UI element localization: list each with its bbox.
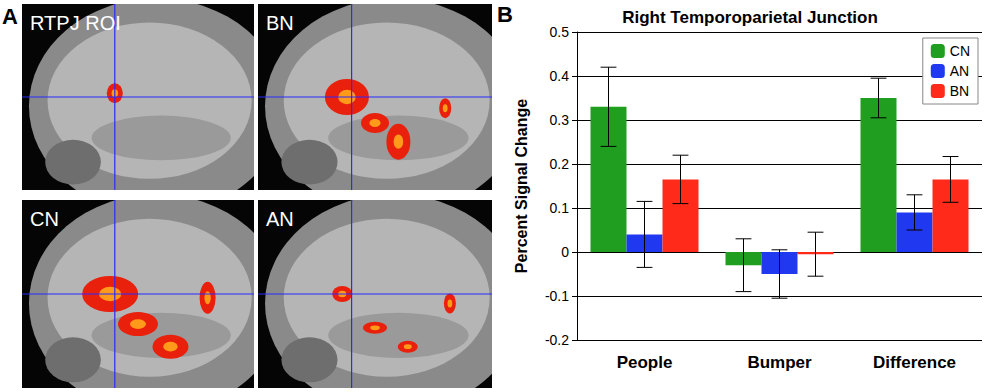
html-text:B: B: [497, 2, 513, 27]
svg-text:BN: BN: [266, 12, 294, 34]
svg-text:0.2: 0.2: [550, 156, 570, 172]
svg-text:0.5: 0.5: [550, 24, 570, 40]
svg-text:Percent Signal Change: Percent Signal Change: [513, 99, 530, 273]
svg-text:0.3: 0.3: [550, 112, 570, 128]
svg-text:AN: AN: [950, 63, 969, 79]
svg-text:RTPJ ROI: RTPJ ROI: [30, 12, 121, 34]
svg-text:0: 0: [561, 244, 569, 260]
svg-text:-0.1: -0.1: [545, 288, 569, 304]
svg-text:0.1: 0.1: [550, 200, 570, 216]
svg-text:A: A: [2, 4, 18, 29]
svg-text:Difference: Difference: [873, 353, 956, 372]
svg-text:People: People: [617, 353, 673, 372]
svg-text:Right Temporoparietal Junction: Right Temporoparietal Junction: [622, 8, 878, 27]
svg-text:Bumper: Bumper: [747, 353, 812, 372]
svg-text:0.4: 0.4: [550, 68, 570, 84]
svg-text:CN: CN: [30, 208, 59, 230]
svg-text:CN: CN: [950, 43, 970, 59]
svg-text:AN: AN: [266, 208, 294, 230]
svg-text:BN: BN: [950, 83, 969, 99]
svg-text:-0.2: -0.2: [545, 332, 569, 348]
